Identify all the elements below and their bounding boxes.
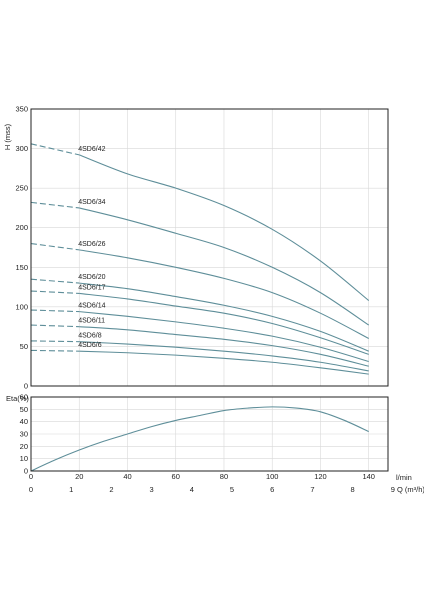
- flow-m3h-axis-label: Q (m³/h): [397, 485, 424, 494]
- efficiency-curve-line: [30, 406, 369, 472]
- curve-label: 4SD6/26: [78, 241, 105, 248]
- x2-tick-label: 6: [270, 485, 274, 494]
- head-curve-dashed: [30, 309, 80, 313]
- y-tick-label: 350: [15, 105, 28, 114]
- head-curve-line: [79, 350, 369, 375]
- curve-label: 4SD6/17: [78, 284, 105, 291]
- curve-label: 4SD6/8: [78, 333, 101, 340]
- head-curve-labels: 4SD6/42 4SD6/34 4SD6/26 4SD6/20 4SD6/17 4SD6/…: [78, 146, 105, 349]
- head-curve-line: [79, 341, 369, 372]
- head-plot-frame: [30, 108, 389, 387]
- x-tick-label: 140: [362, 472, 375, 481]
- head-curve-line: [79, 292, 369, 355]
- head-curve-dashed: [30, 143, 80, 156]
- x-tick-label: 100: [266, 472, 279, 481]
- head-curve-line: [79, 207, 370, 326]
- x2-tick-label: 0: [29, 485, 33, 494]
- y-tick-label: 10: [20, 454, 28, 463]
- curve-label: 4SD6/34: [78, 199, 105, 206]
- x2-tick-label: 7: [310, 485, 314, 494]
- curve-label: 4SD6/20: [78, 274, 105, 281]
- head-curve-line: [79, 249, 369, 339]
- y-tick-label: 300: [15, 144, 28, 153]
- curve-label: 4SD6/42: [78, 146, 105, 153]
- head-curve-dashed: [30, 340, 80, 343]
- y-tick-label: 100: [15, 302, 28, 311]
- head-curve-line: [79, 154, 370, 301]
- head-curve-dashed: [30, 242, 80, 251]
- y-tick-label: 50: [20, 405, 28, 414]
- y-tick-label: 50: [20, 342, 28, 351]
- head-tick-labels: 0 50 100 150 200 250 300 350: [15, 105, 28, 391]
- flow-x-axis-label: l/min: [396, 473, 412, 482]
- y-tick-label: 150: [15, 263, 28, 272]
- x2-tick-label: 9: [391, 485, 395, 494]
- x2-tick-label: 2: [109, 485, 113, 494]
- curve-label: 4SD6/14: [78, 303, 105, 310]
- curve-label: 4SD6/11: [78, 318, 105, 325]
- y-tick-label: 0: [24, 382, 28, 391]
- curve-label: 4SD6/6: [78, 342, 101, 349]
- y-tick-label: 30: [20, 430, 28, 439]
- y-tick-label: 40: [20, 417, 28, 426]
- x2-tick-label: 4: [190, 485, 194, 494]
- head-curves: [30, 143, 370, 375]
- head-curve-line: [79, 326, 369, 367]
- head-curve-dashed: [30, 324, 80, 328]
- x-tick-label: 20: [75, 472, 83, 481]
- x2-tick-label: 5: [230, 485, 234, 494]
- y-tick-label: 60: [20, 393, 28, 402]
- x2-tick-label: 1: [69, 485, 73, 494]
- head-curve-dashed: [30, 290, 80, 294]
- x-tick-label: 60: [172, 472, 180, 481]
- head-curve-dashed: [30, 201, 80, 209]
- x-tick-label: 120: [314, 472, 327, 481]
- head-curve-dashed: [30, 278, 80, 284]
- x-tick-label: 0: [29, 472, 33, 481]
- head-curve-line: [79, 282, 369, 352]
- x-tick-label: 40: [123, 472, 131, 481]
- head-y-axis-label: H (mss): [3, 123, 12, 150]
- y-tick-label: 0: [24, 467, 28, 476]
- efficiency-curves: [30, 406, 369, 472]
- x2-tick-label: 8: [351, 485, 355, 494]
- y-tick-label: 250: [15, 184, 28, 193]
- y-tick-label: 20: [20, 442, 28, 451]
- efficiency-plot-frame: [30, 396, 389, 472]
- head-curve-line: [79, 311, 369, 362]
- efficiency-y-axis-label: Eta(%): [6, 394, 29, 403]
- y-tick-label: 200: [15, 223, 28, 232]
- x2-tick-label: 3: [150, 485, 154, 494]
- efficiency-grid: [31, 397, 388, 471]
- x-tick-label: 80: [220, 472, 228, 481]
- head-curve-dashed: [30, 349, 80, 352]
